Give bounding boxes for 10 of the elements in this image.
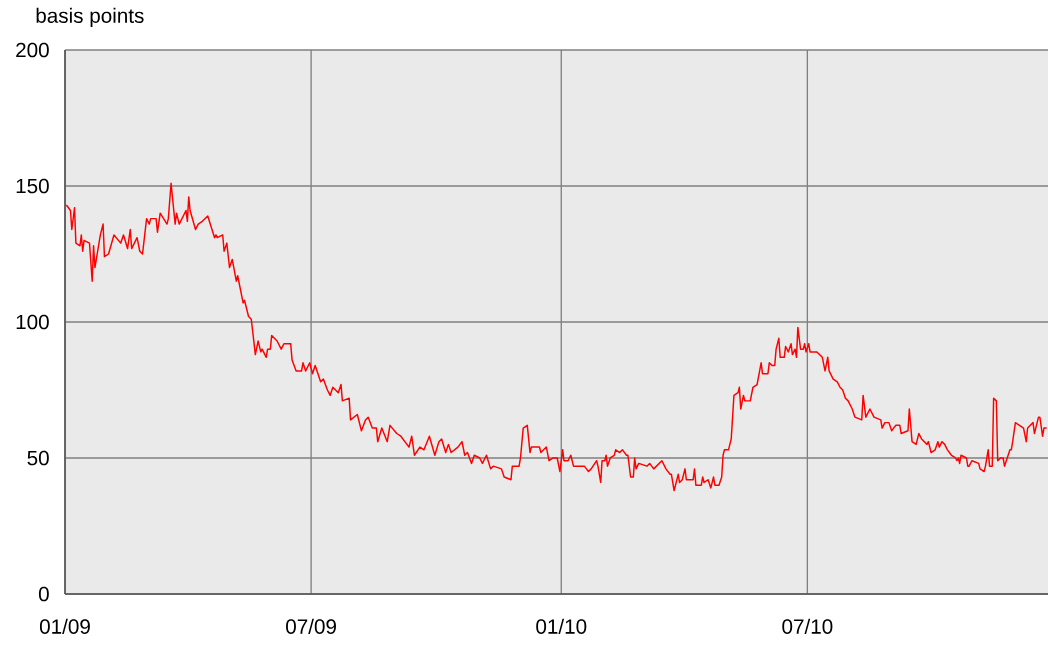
x-tick-label: 01/09 bbox=[39, 618, 90, 634]
y-tick-label: 150 bbox=[16, 178, 49, 194]
y-tick-label: 100 bbox=[16, 314, 49, 330]
x-tick-label: 07/09 bbox=[286, 618, 336, 634]
y-tick-label: 0 bbox=[38, 586, 49, 602]
y-axis-title: basis points bbox=[36, 7, 144, 28]
x-tick-label: 07/10 bbox=[782, 618, 833, 634]
x-tick-label: 01/10 bbox=[536, 618, 587, 634]
y-tick-label: 50 bbox=[27, 450, 49, 466]
y-tick-label: 200 bbox=[16, 42, 49, 58]
